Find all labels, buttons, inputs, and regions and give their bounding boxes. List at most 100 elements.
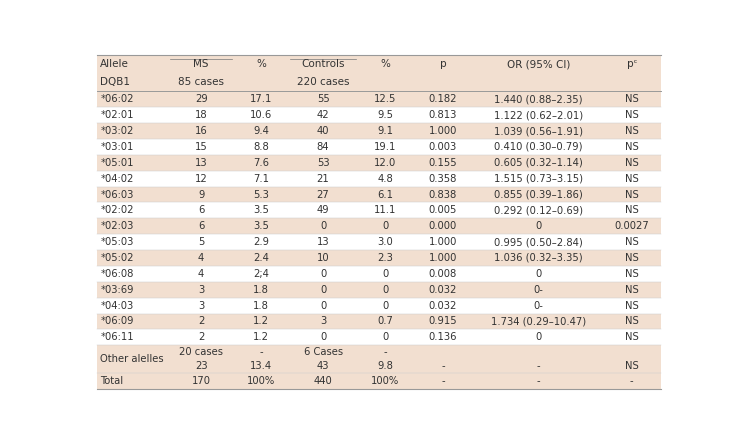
Text: 6.1: 6.1 (377, 190, 393, 199)
Text: 5: 5 (198, 237, 205, 247)
Text: 7.6: 7.6 (253, 158, 269, 168)
Text: -: - (441, 361, 445, 371)
Text: 0.005: 0.005 (429, 205, 457, 215)
Bar (358, 266, 412, 282)
Text: Controls: Controls (302, 60, 345, 69)
Text: *05:01: *05:01 (101, 158, 134, 168)
Text: 8.8: 8.8 (253, 142, 269, 152)
Bar (603, 373, 661, 389)
Bar (358, 171, 412, 186)
Bar (474, 91, 603, 107)
Bar (168, 266, 234, 282)
Text: NS: NS (625, 361, 638, 371)
Text: NS: NS (625, 301, 638, 310)
Bar (412, 373, 474, 389)
Bar (412, 345, 474, 373)
Text: 1.122 (0.62–2.01): 1.122 (0.62–2.01) (494, 110, 583, 120)
Bar (168, 123, 234, 139)
Text: OR (95% CI): OR (95% CI) (507, 60, 571, 69)
Text: 0: 0 (382, 221, 388, 231)
Bar (168, 250, 234, 266)
Text: MS: MS (194, 60, 209, 69)
Text: 7.1: 7.1 (253, 174, 269, 184)
Bar (358, 91, 412, 107)
Text: NS: NS (625, 142, 638, 152)
Text: 18: 18 (195, 110, 208, 120)
Text: 11.1: 11.1 (374, 205, 396, 215)
Bar (412, 107, 474, 123)
Text: 0: 0 (320, 221, 326, 231)
Bar (412, 282, 474, 297)
Bar (358, 202, 412, 218)
Bar (287, 171, 358, 186)
Text: Total: Total (101, 376, 123, 386)
Bar (168, 314, 234, 329)
Text: 17.1: 17.1 (250, 94, 272, 104)
Bar (234, 373, 287, 389)
Bar (603, 282, 661, 297)
Text: 43: 43 (317, 361, 330, 371)
Bar (168, 171, 234, 186)
Text: -: - (384, 347, 387, 357)
Bar (168, 373, 234, 389)
Bar (287, 155, 358, 171)
Text: NS: NS (625, 237, 638, 247)
Text: 1.000: 1.000 (429, 237, 457, 247)
Bar (412, 314, 474, 329)
Text: 49: 49 (317, 205, 330, 215)
Bar (234, 329, 287, 345)
Text: *02:03: *02:03 (101, 221, 134, 231)
Text: 0.838: 0.838 (429, 190, 457, 199)
Bar (358, 282, 412, 297)
Text: 84: 84 (317, 142, 330, 152)
Text: 0.292 (0.12–0.69): 0.292 (0.12–0.69) (494, 205, 583, 215)
Text: NS: NS (625, 332, 638, 342)
Bar (234, 345, 287, 373)
Text: -: - (259, 347, 263, 357)
Bar (474, 373, 603, 389)
Text: 2.3: 2.3 (377, 253, 393, 263)
Text: *03:01: *03:01 (101, 142, 134, 152)
Text: 4.8: 4.8 (378, 174, 393, 184)
Bar (412, 234, 474, 250)
Bar (234, 266, 287, 282)
Text: *05:02: *05:02 (101, 253, 134, 263)
Bar (474, 266, 603, 282)
Bar (287, 266, 358, 282)
Bar (287, 202, 358, 218)
Bar (287, 234, 358, 250)
Text: *04:03: *04:03 (101, 301, 134, 310)
Bar (287, 314, 358, 329)
Bar (234, 250, 287, 266)
Text: *03:69: *03:69 (101, 285, 134, 295)
Text: *04:02: *04:02 (101, 174, 134, 184)
Text: 42: 42 (317, 110, 330, 120)
Bar (287, 373, 358, 389)
Text: 13: 13 (195, 158, 208, 168)
Text: 2.9: 2.9 (253, 237, 269, 247)
Text: 0: 0 (382, 332, 388, 342)
Text: %: % (381, 60, 390, 69)
Bar (168, 107, 234, 123)
Bar (358, 297, 412, 314)
Bar (358, 139, 412, 155)
Text: 0.155: 0.155 (429, 158, 457, 168)
Bar (234, 139, 287, 155)
Text: 0.605 (0.32–1.14): 0.605 (0.32–1.14) (494, 158, 583, 168)
Text: -: - (537, 376, 540, 386)
Bar (474, 282, 603, 297)
Text: 1.8: 1.8 (253, 285, 269, 295)
Bar (603, 107, 661, 123)
Text: 2;4: 2;4 (253, 269, 269, 279)
Bar (603, 139, 661, 155)
Text: 0.358: 0.358 (429, 174, 457, 184)
Text: 29: 29 (195, 94, 208, 104)
Bar (603, 234, 661, 250)
Text: 13: 13 (317, 237, 330, 247)
Bar (412, 297, 474, 314)
Bar (603, 250, 661, 266)
Bar (97, 139, 168, 155)
Text: 6 Cases: 6 Cases (304, 347, 343, 357)
Bar (97, 91, 168, 107)
Text: 0: 0 (382, 301, 388, 310)
